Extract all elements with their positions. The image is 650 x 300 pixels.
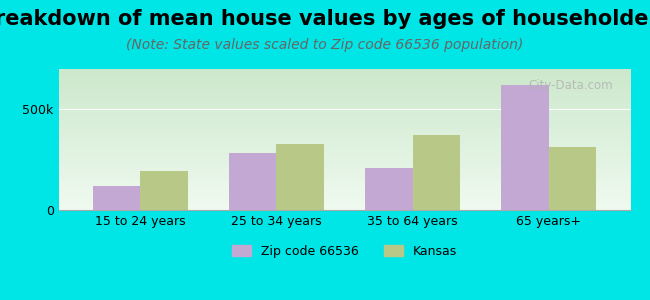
Bar bbox=[501, 85, 549, 210]
Text: (Note: State values scaled to Zip code 66536 population): (Note: State values scaled to Zip code 6… bbox=[126, 38, 524, 52]
Legend: Zip code 66536, Kansas: Zip code 66536, Kansas bbox=[227, 240, 462, 263]
Bar bbox=[140, 171, 188, 210]
Bar bbox=[549, 146, 597, 210]
Bar bbox=[413, 136, 460, 210]
Bar bbox=[365, 168, 413, 210]
Bar bbox=[92, 186, 140, 210]
Bar bbox=[229, 153, 276, 210]
Text: Breakdown of mean house values by ages of householders: Breakdown of mean house values by ages o… bbox=[0, 9, 650, 29]
Text: City-Data.com: City-Data.com bbox=[528, 79, 614, 92]
Bar bbox=[276, 143, 324, 210]
